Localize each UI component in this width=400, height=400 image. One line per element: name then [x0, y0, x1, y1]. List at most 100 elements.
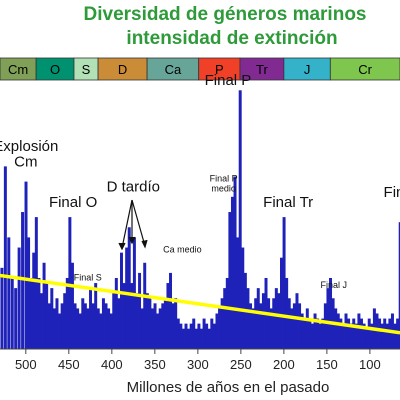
x-tick-label: 450: [58, 357, 80, 372]
bar: [181, 328, 185, 349]
bar: [68, 217, 72, 349]
bar: [287, 298, 291, 349]
chart-title-line2: intensidad de extinción: [126, 28, 337, 49]
bar: [277, 293, 281, 349]
bar: [70, 262, 74, 349]
bar: [378, 318, 382, 349]
period-bar: Cm O S D Ca P Tr J Cr: [0, 57, 400, 81]
bar: [83, 303, 87, 349]
bar: [339, 318, 343, 349]
bar: [323, 303, 327, 349]
bar: [81, 298, 85, 349]
bar: [223, 288, 227, 349]
bar: [29, 277, 33, 349]
bar: [334, 308, 338, 349]
bar: [114, 277, 118, 349]
bar: [166, 283, 170, 349]
bar: [383, 318, 387, 349]
annotation-label: Cm: [14, 153, 37, 170]
chart-title-line1: Diversidad de géneros marinos: [84, 4, 367, 25]
period-label-s: S: [82, 62, 91, 77]
bar: [150, 308, 154, 349]
annotations-group: ExplosiónCm Final O D tardío Final S Ca medi…: [0, 72, 400, 290]
bar: [55, 298, 59, 349]
bar: [360, 318, 363, 349]
bar: [354, 323, 358, 349]
annotation-label: Ca medio: [163, 245, 202, 255]
bar: [285, 277, 289, 349]
annotation-label: Final O: [49, 194, 97, 211]
x-tick-label: 100: [359, 357, 381, 372]
bar: [295, 293, 299, 349]
bar: [130, 283, 134, 349]
bar: [202, 318, 206, 349]
annotation-label: Final Tr: [263, 194, 313, 211]
bar: [187, 328, 191, 349]
bar: [290, 308, 294, 349]
bar: [282, 217, 286, 349]
annotation-label: Explosión: [0, 138, 58, 155]
bar: [344, 313, 348, 349]
bar: [86, 308, 90, 349]
bar: [50, 288, 54, 349]
bar: [156, 313, 160, 349]
bar: [308, 318, 312, 349]
bar: [349, 323, 353, 349]
bars-group: [0, 90, 400, 350]
bar: [42, 262, 46, 349]
period-label-tr: Tr: [256, 62, 268, 77]
annotation-label: D tardío: [107, 179, 160, 196]
bar: [109, 313, 113, 349]
bar: [225, 277, 229, 349]
bar: [7, 237, 11, 349]
bar: [238, 90, 242, 350]
bar: [24, 181, 28, 349]
bar: [94, 283, 98, 349]
bar: [246, 288, 250, 349]
bar: [101, 298, 105, 349]
bar: [210, 318, 214, 349]
bar: [357, 313, 361, 349]
bar: [91, 303, 95, 349]
bar: [78, 313, 82, 349]
period-label-cr: Cr: [358, 62, 372, 77]
bar: [300, 313, 304, 349]
bar: [218, 308, 222, 349]
bar: [251, 308, 255, 349]
bar: [112, 293, 116, 349]
bar: [3, 166, 7, 349]
bar: [192, 318, 196, 349]
bar: [269, 308, 273, 349]
bar: [17, 247, 21, 349]
bar: [58, 313, 62, 349]
bar: [143, 262, 147, 349]
bar: [305, 308, 309, 349]
bar: [65, 277, 69, 349]
bar: [292, 303, 296, 349]
period-label-cm: Cm: [8, 62, 28, 77]
trend-line: [0, 273, 400, 335]
bar: [261, 293, 265, 349]
bar: [329, 277, 333, 349]
bar: [27, 237, 31, 349]
bar: [45, 283, 49, 349]
x-tick-label: 500: [15, 357, 37, 372]
x-tick-label: 250: [230, 357, 252, 372]
bar: [194, 328, 198, 349]
bar: [380, 323, 384, 349]
bar: [233, 176, 237, 349]
bar: [122, 283, 126, 349]
bar: [148, 298, 152, 349]
bar: [310, 323, 314, 349]
bar: [280, 257, 283, 349]
bar: [259, 303, 263, 349]
bar: [207, 328, 211, 349]
bar: [189, 323, 193, 349]
bar: [303, 318, 307, 349]
annotation-label: medio: [211, 184, 236, 194]
bar: [73, 303, 77, 349]
bar: [89, 288, 93, 349]
bar: [336, 313, 340, 349]
period-label-d: D: [118, 62, 127, 77]
